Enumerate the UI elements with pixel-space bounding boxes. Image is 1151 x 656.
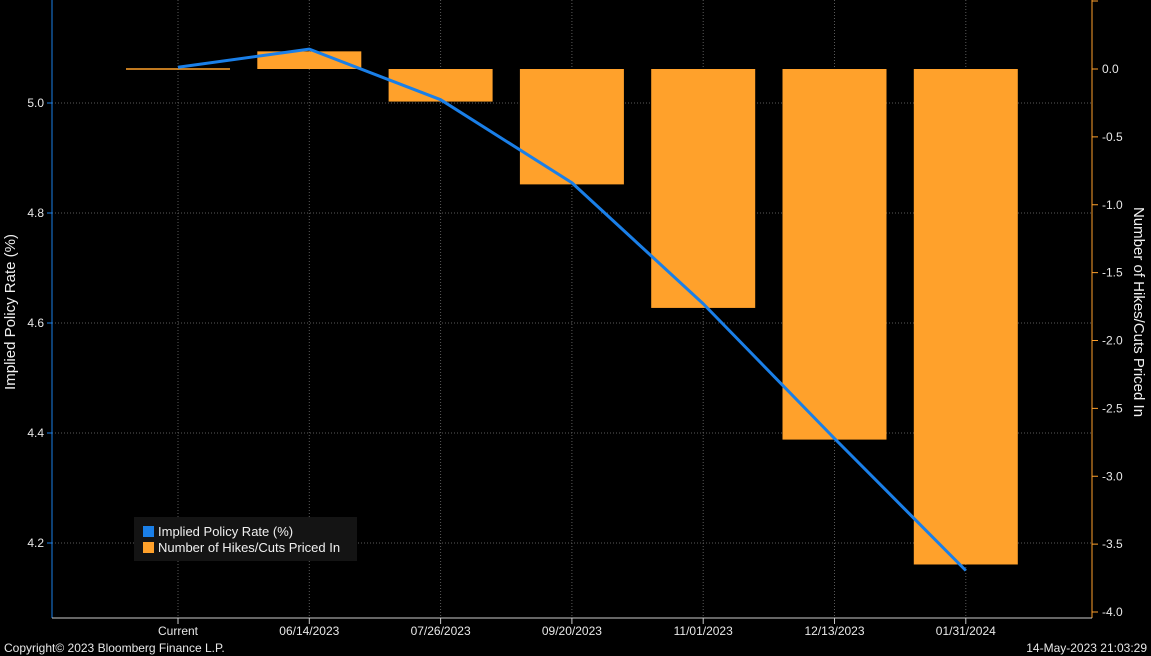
timestamp-text: 14-May-2023 21:03:29 <box>1026 641 1147 655</box>
y-tick-label: 5.0 <box>27 96 44 110</box>
y-axis-title: Implied Policy Rate (%) <box>2 234 19 390</box>
bar-1 <box>257 51 362 69</box>
x-tick-label: 06/14/2023 <box>279 624 339 638</box>
copyright-text: Copyright© 2023 Bloomberg Finance L.P. <box>4 641 225 655</box>
bar-4 <box>651 69 756 308</box>
bar-series <box>126 51 1018 565</box>
axes <box>47 0 1098 624</box>
x-tick-label: 09/20/2023 <box>542 624 602 638</box>
line-series <box>177 47 967 572</box>
legend-swatch-implied-rate <box>143 526 154 537</box>
y2-axis-title: Number of Hikes/Cuts Priced In <box>1130 207 1147 417</box>
y-tick-label: 4.6 <box>27 316 44 330</box>
legend: Implied Policy Rate (%) Number of Hikes/… <box>134 517 357 561</box>
line-implied-policy-rate <box>177 47 967 572</box>
bar-6 <box>913 69 1018 565</box>
y2-tick-label: -0.5 <box>1102 130 1123 144</box>
x-tick-label: Current <box>158 624 199 638</box>
y2-tick-label: -2.5 <box>1102 401 1123 415</box>
y2-tick-label: -1.0 <box>1102 198 1123 212</box>
bar-3 <box>519 69 624 185</box>
x-tick-label: 01/31/2024 <box>936 624 996 638</box>
y2-tick-label: -3.5 <box>1102 537 1123 551</box>
x-tick-label: 11/01/2023 <box>674 624 733 638</box>
y2-tick-label: -1.5 <box>1102 266 1123 280</box>
y-tick-label: 4.8 <box>27 206 44 220</box>
y-tick-label: 4.2 <box>27 536 44 550</box>
y2-tick-label: -3.0 <box>1102 469 1123 483</box>
bar-0 <box>126 68 230 70</box>
y-tick-label: 4.4 <box>27 426 44 440</box>
x-tick-label: 07/26/2023 <box>411 624 471 638</box>
y2-tick-label: 0.0 <box>1102 62 1119 76</box>
tick-labels: 4.2 4.4 4.6 4.8 5.0 0.0 -0.5 -1.0 -1.5 -2.0 -2.5 -3… <box>27 62 1123 638</box>
x-tick-label: 12/13/2023 <box>804 624 864 638</box>
legend-label-implied-rate: Implied Policy Rate (%) <box>158 524 293 539</box>
legend-swatch-hikes-cuts <box>143 542 154 553</box>
legend-box <box>134 517 357 561</box>
y2-tick-label: -4.0 <box>1102 605 1123 619</box>
legend-label-hikes-cuts: Number of Hikes/Cuts Priced In <box>158 540 340 555</box>
bar-5 <box>782 69 887 440</box>
y2-tick-label: -2.0 <box>1102 334 1123 348</box>
